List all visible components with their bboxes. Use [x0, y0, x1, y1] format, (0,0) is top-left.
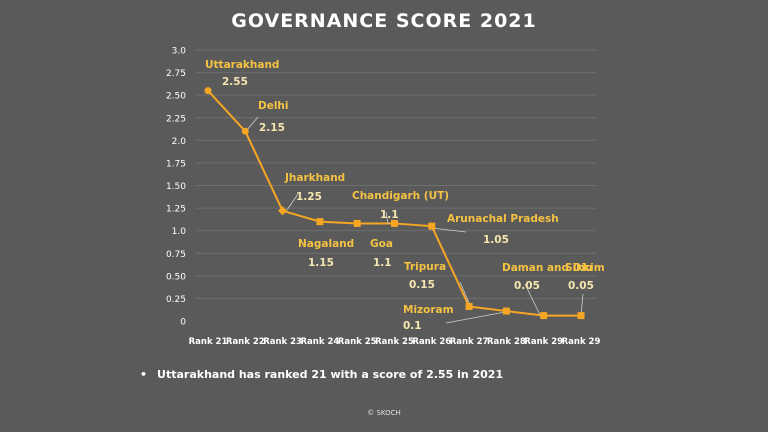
bullet-text: Uttarakhand has ranked 21 with a score o…: [157, 368, 504, 381]
y-tick-label: 2.75: [166, 69, 186, 79]
leader-line: [459, 281, 471, 306]
data-point: [316, 218, 324, 226]
y-tick-label: 0: [180, 318, 186, 328]
data-point: [353, 219, 361, 227]
x-tick-label: Rank 29: [562, 337, 601, 347]
point-value-label: 0.05: [514, 280, 540, 292]
point-value-label: 1.1: [373, 257, 392, 269]
data-point: [241, 127, 249, 135]
bullet-icon: •: [140, 368, 148, 381]
leader-line: [445, 311, 506, 324]
point-name-label: Jharkhand: [284, 172, 345, 184]
y-tick-label: 1.0: [172, 227, 187, 237]
y-tick-label: 1.50: [166, 182, 186, 192]
data-point: [278, 206, 288, 216]
y-tick-label: 1.25: [166, 205, 186, 215]
point-name-label: Uttarakhand: [205, 59, 279, 71]
chart-title: GOVERNANCE SCORE 2021: [231, 10, 537, 32]
leader-line: [580, 293, 584, 316]
point-name-label: Chandigarh (UT): [352, 190, 449, 202]
point-value-label: 2.55: [222, 76, 248, 88]
x-tick-label: Rank 27: [450, 337, 489, 347]
point-name-label: Goa: [370, 238, 393, 250]
point-value-label: 0.05: [568, 280, 594, 292]
point-value-label: 1.25: [296, 191, 322, 203]
point-name-label: Tripura: [404, 261, 446, 273]
point-value-label: 0.1: [403, 320, 422, 332]
data-point: [428, 222, 436, 230]
point-name-label: Nagaland: [298, 238, 354, 250]
y-tick-label: 0.75: [166, 250, 186, 260]
x-tick-label: Rank 23: [263, 337, 302, 347]
x-tick-label: Rank 22: [226, 337, 265, 347]
leader-line: [385, 211, 389, 225]
leader-line: [431, 227, 467, 233]
leader-line: [286, 193, 299, 211]
y-tick-label: 2.25: [166, 114, 186, 124]
point-value-label: 2.15: [259, 122, 285, 134]
data-point: [391, 219, 398, 227]
point-value-label: 0.15: [409, 279, 435, 291]
data-point: [465, 303, 473, 311]
x-tick-label: Rank 25: [375, 337, 414, 347]
y-tick-label: 1.75: [166, 159, 186, 169]
point-name-label: Delhi: [258, 100, 289, 112]
y-tick-label: 3.0: [172, 47, 187, 57]
leader-line: [245, 116, 259, 132]
data-point: [502, 307, 510, 315]
x-tick-label: Rank 25: [338, 337, 377, 347]
point-value-label: 1.1: [380, 209, 399, 221]
x-tick-label: Rank 21: [189, 337, 228, 347]
x-tick-label: Rank 24: [301, 337, 340, 347]
y-tick-label: 0.50: [166, 272, 186, 282]
y-tick-label: 0.25: [166, 295, 186, 305]
point-name-label: Mizoram: [403, 304, 454, 316]
leader-line: [524, 283, 541, 316]
point-value-label: 1.05: [483, 234, 509, 246]
point-name-label: Sikkim: [565, 262, 605, 274]
x-tick-label: Rank 29: [524, 337, 563, 347]
y-tick-label: 2.50: [166, 92, 186, 102]
data-point: [540, 312, 548, 320]
point-value-label: 1.15: [308, 257, 334, 269]
point-name-label: Arunachal Pradesh: [447, 213, 559, 225]
point-name-label: Daman and Diu: [502, 262, 592, 274]
x-tick-label: Rank 28: [487, 337, 526, 347]
x-tick-label: Rank 26: [412, 337, 451, 347]
y-tick-label: 2.0: [172, 137, 187, 147]
footer-credit: © SKOCH: [367, 409, 401, 417]
bullet-note: • Uttarakhand has ranked 21 with a score …: [140, 368, 503, 381]
data-point: [577, 312, 585, 320]
data-point: [204, 87, 212, 95]
